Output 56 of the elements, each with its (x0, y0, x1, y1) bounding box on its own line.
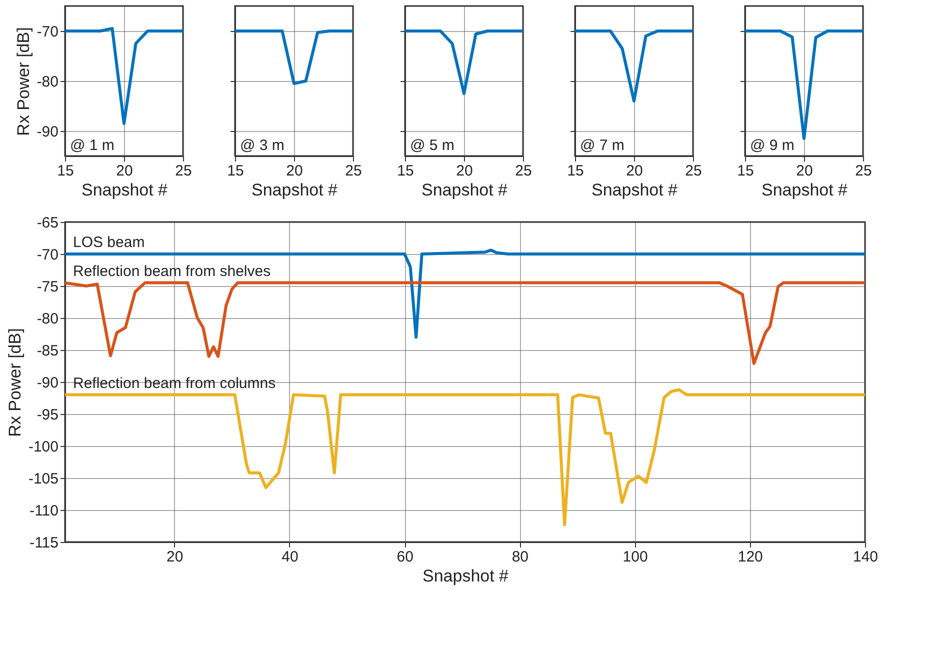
x-tick-label: 15 (57, 162, 74, 180)
y-tick-label: -70 (36, 24, 58, 40)
x-axis-title: Snapshot # (761, 180, 848, 200)
x-tick-label: 25 (345, 162, 362, 180)
x-tick-label: 25 (685, 162, 702, 180)
annotation: @ 9 m (750, 137, 794, 154)
x-axis-title: Snapshot # (422, 566, 510, 586)
x-tick-label: 25 (175, 162, 192, 180)
annotation: @ 1 m (70, 137, 114, 154)
x-tick-label: 25 (515, 162, 532, 180)
x-tick-label: 15 (227, 162, 244, 180)
x-axis-title: Snapshot # (81, 180, 168, 200)
annotation: @ 5 m (410, 137, 454, 154)
line-series (65, 388, 865, 526)
y-tick-label: -95 (36, 406, 58, 424)
line-series (65, 27, 183, 125)
y-tick-label: -70 (36, 246, 58, 264)
y-tick-label: -105 (28, 470, 58, 488)
x-tick-label: 20 (286, 162, 303, 180)
x-tick-label: 80 (512, 548, 529, 566)
x-tick-label: 15 (737, 162, 754, 180)
x-tick-label: 100 (622, 548, 648, 566)
x-tick-label: 20 (796, 162, 813, 180)
y-tick-label: -80 (36, 74, 58, 90)
series-label: Reflection beam from shelves (73, 262, 271, 280)
x-tick-label: 20 (166, 548, 184, 566)
y-tick-label: -110 (30, 502, 58, 520)
annotation: @ 7 m (580, 137, 624, 154)
x-axis-title: Snapshot # (591, 180, 678, 200)
x-axis-title: Snapshot # (421, 180, 508, 200)
series-label: LOS beam (73, 234, 145, 251)
y-tick-label: -100 (28, 438, 58, 456)
y-tick-label: -85 (36, 342, 58, 360)
y-tick-label: -90 (36, 374, 58, 392)
x-tick-label: 20 (116, 162, 133, 180)
series-label: Reflection beam from columns (73, 374, 276, 392)
x-axis-title: Snapshot # (251, 180, 338, 200)
y-axis-title: Rx Power [dB] (5, 328, 24, 437)
y-axis-title: Rx Power [dB] (14, 27, 33, 136)
x-tick-label: 20 (626, 162, 643, 180)
x-tick-label: 25 (855, 162, 872, 180)
y-tick-label: -75 (36, 278, 58, 296)
x-tick-label: 40 (282, 548, 298, 566)
x-tick-label: 20 (456, 162, 473, 180)
x-tick-label: 140 (852, 548, 878, 566)
line-series (65, 248, 865, 339)
line-series (65, 281, 865, 365)
annotation: @ 3 m (240, 137, 284, 154)
y-tick-label: -80 (36, 310, 58, 328)
y-tick-label: -90 (36, 124, 58, 140)
y-tick-label: -115 (30, 534, 58, 552)
x-tick-label: 120 (738, 548, 763, 566)
x-tick-label: 60 (396, 548, 414, 566)
x-tick-label: 15 (567, 162, 584, 180)
x-tick-label: 15 (397, 162, 414, 180)
y-tick-label: -65 (36, 214, 58, 232)
